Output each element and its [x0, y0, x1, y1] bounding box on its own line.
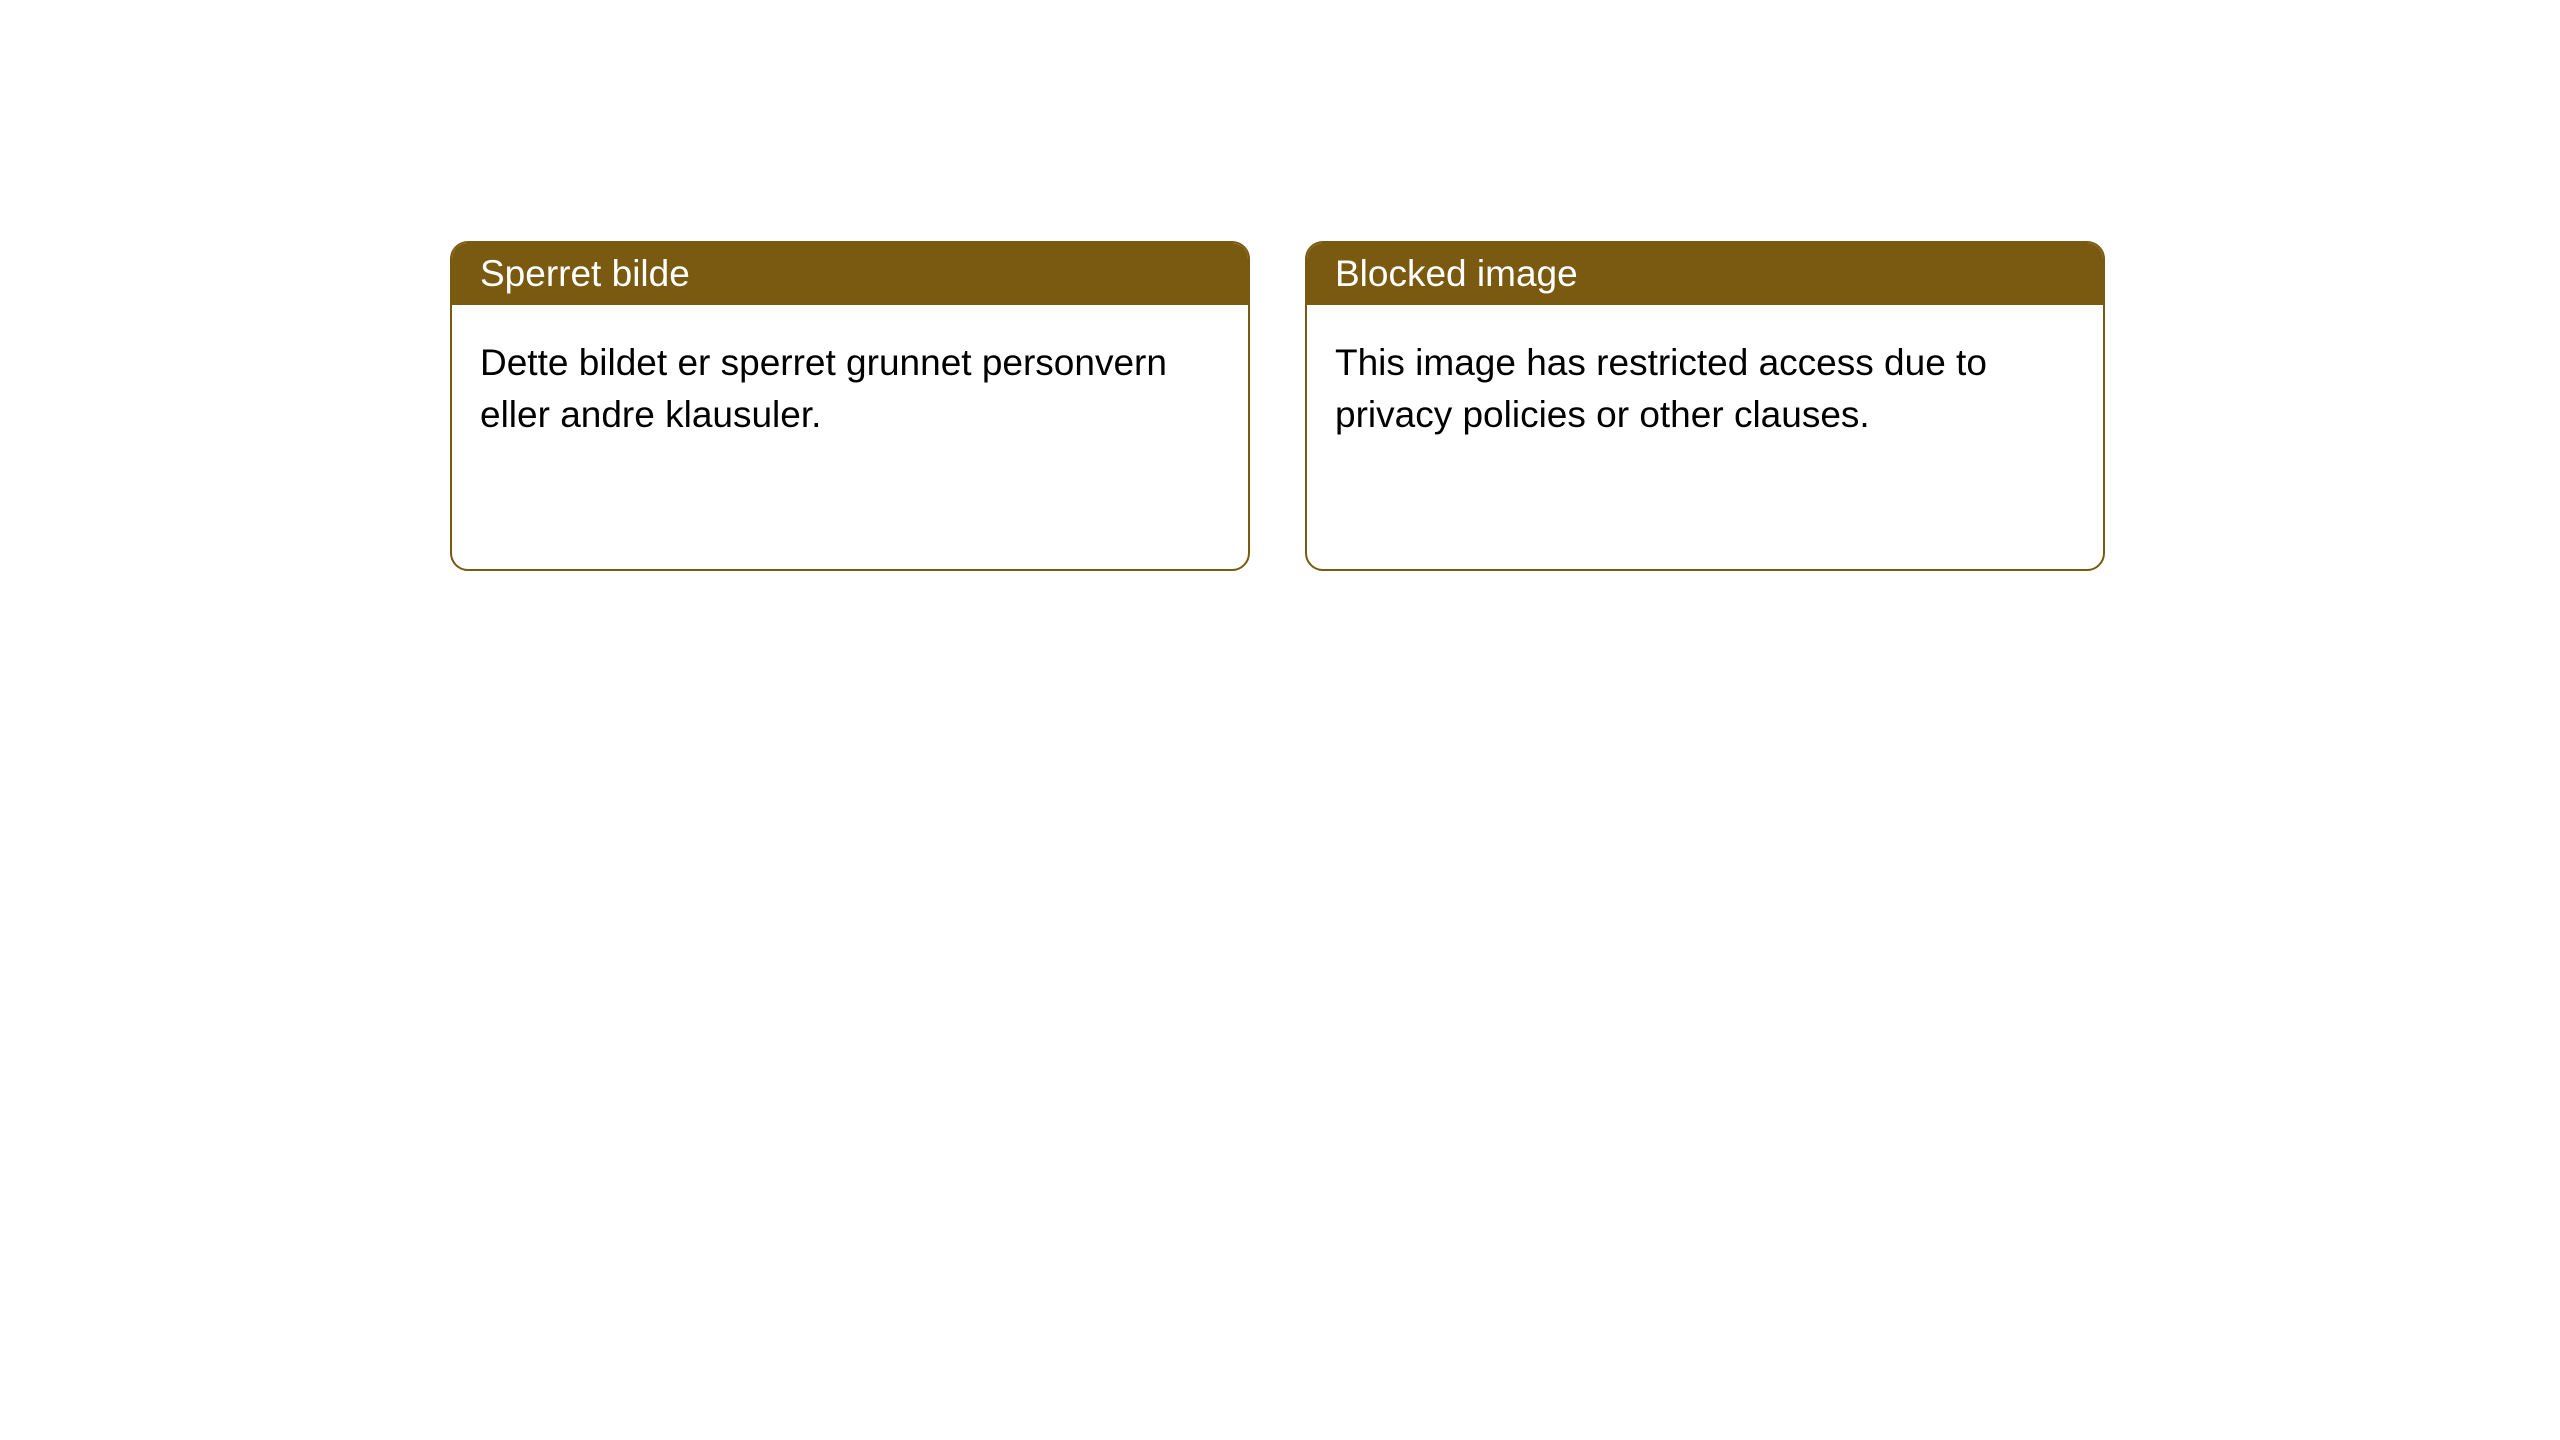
card-header-norwegian: Sperret bilde — [452, 243, 1248, 305]
card-body-norwegian: Dette bildet er sperret grunnet personve… — [452, 305, 1248, 473]
blocked-image-card-english: Blocked image This image has restricted … — [1305, 241, 2105, 571]
notice-container: Sperret bilde Dette bildet er sperret gr… — [0, 0, 2560, 571]
card-body-english: This image has restricted access due to … — [1307, 305, 2103, 473]
blocked-image-card-norwegian: Sperret bilde Dette bildet er sperret gr… — [450, 241, 1250, 571]
card-header-english: Blocked image — [1307, 243, 2103, 305]
